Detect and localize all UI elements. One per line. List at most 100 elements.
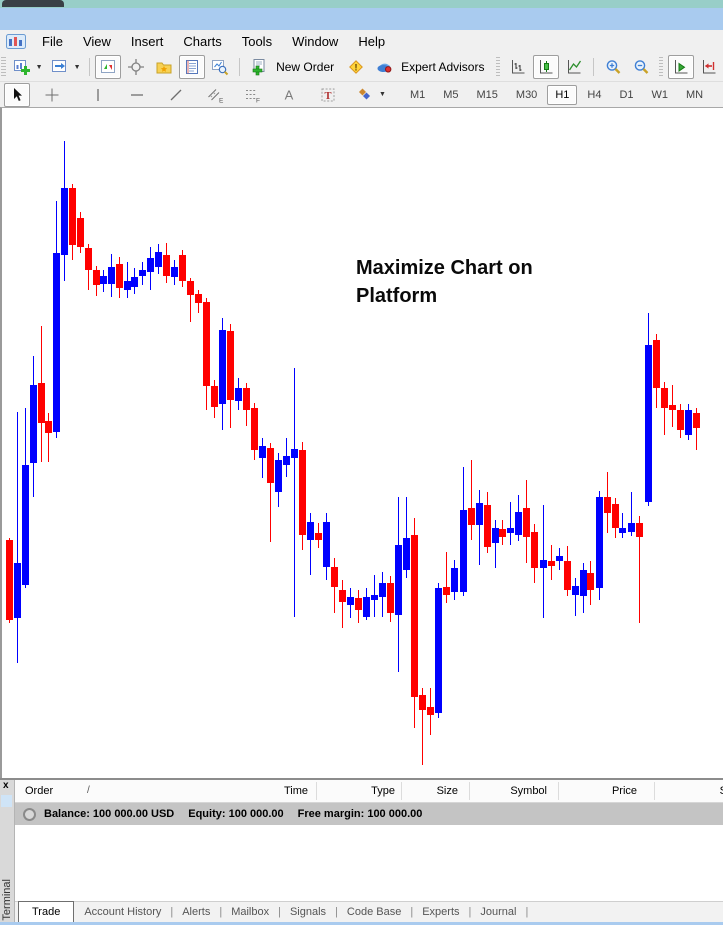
balance-row[interactable]: Balance: 100 000.00 USD Equity: 100 000.…	[15, 803, 723, 825]
cursor-button[interactable]	[4, 82, 30, 107]
menu-tools[interactable]: Tools	[241, 34, 273, 49]
candle-body	[69, 188, 76, 245]
toolbar-grip[interactable]	[1, 57, 6, 77]
column-header-order[interactable]: Order	[25, 785, 54, 797]
candle-body	[267, 448, 274, 483]
candle-wick	[262, 438, 263, 478]
candle-wick	[446, 552, 447, 603]
column-header-symbol[interactable]: Symbol	[510, 785, 547, 797]
candle-body	[419, 695, 426, 710]
strategy-tester-button[interactable]	[207, 55, 233, 79]
new-chart-dropdown-caret[interactable]: ▼	[35, 63, 43, 71]
candle-body	[564, 561, 571, 590]
expert-advisors-button[interactable]	[371, 55, 397, 79]
menu-file[interactable]: File	[42, 34, 63, 49]
terminal-button[interactable]	[179, 55, 206, 79]
line-chart-type-button[interactable]	[561, 55, 587, 79]
column-header-type[interactable]: Type	[371, 785, 395, 797]
candle-body	[211, 386, 218, 407]
tab-trade[interactable]: Trade	[18, 901, 75, 923]
column-divider[interactable]	[401, 782, 402, 800]
terminal-header: Order Time Type Size Symbol Price S /	[15, 780, 723, 803]
zoom-in-button[interactable]	[600, 55, 626, 79]
tab-account-history[interactable]: Account History	[84, 906, 162, 918]
auto-scroll-button[interactable]	[668, 55, 695, 79]
candle-body	[476, 503, 483, 525]
candle-body	[523, 508, 530, 537]
arrows-icon	[356, 86, 374, 104]
timeframe-mn[interactable]: MN	[686, 88, 704, 101]
menu-help[interactable]: Help	[358, 34, 386, 49]
column-divider[interactable]	[558, 782, 559, 800]
candle-body	[93, 270, 100, 285]
data-window-button[interactable]	[123, 55, 149, 79]
new-order-label[interactable]: New Order	[276, 60, 335, 74]
column-divider[interactable]	[316, 782, 317, 800]
candle-body	[323, 522, 330, 567]
trendline-button[interactable]	[163, 83, 189, 107]
horizontal-line-button[interactable]	[124, 83, 150, 107]
zoom-in-icon	[604, 58, 622, 76]
column-header-size[interactable]: Size	[436, 785, 458, 797]
timeframe-h1[interactable]: H1	[547, 84, 578, 105]
column-header-time[interactable]: Time	[283, 785, 308, 797]
profiles-dropdown-caret[interactable]: ▼	[73, 63, 81, 71]
menu-charts[interactable]: Charts	[183, 34, 222, 49]
candlestick-chart-type-button[interactable]	[533, 55, 560, 79]
timeframe-m15[interactable]: M15	[476, 88, 498, 101]
tab-experts[interactable]: Experts	[422, 906, 460, 918]
column-divider[interactable]	[469, 782, 470, 800]
zoom-out-button[interactable]	[628, 55, 654, 79]
toolbar-grip[interactable]	[496, 57, 501, 77]
column-divider[interactable]	[654, 782, 655, 800]
toolbar-separator	[593, 58, 595, 76]
candle-body	[116, 264, 123, 288]
new-chart-button[interactable]	[9, 55, 35, 79]
candle-body	[147, 258, 154, 272]
new-order-button[interactable]	[246, 55, 272, 79]
column-header-price[interactable]: Price	[611, 785, 637, 797]
candle-body	[203, 302, 210, 386]
timeframe-w1[interactable]: W1	[651, 88, 669, 101]
candle-body	[219, 330, 226, 404]
terminal-close-button[interactable]: x	[3, 780, 9, 791]
titlebar[interactable]	[0, 8, 723, 30]
tab-mailbox[interactable]: Mailbox	[231, 906, 270, 918]
navigator-button[interactable]	[151, 55, 177, 79]
timeframe-d1[interactable]: D1	[619, 88, 634, 101]
timeframe-h4[interactable]: H4	[587, 88, 602, 101]
tab-signals[interactable]: Signals	[289, 906, 327, 918]
window-bottom-border	[0, 922, 723, 925]
menu-view[interactable]: View	[82, 34, 111, 49]
arrows-button[interactable]	[352, 83, 378, 107]
crosshair-button[interactable]	[39, 83, 65, 107]
candle-wick	[342, 580, 343, 628]
fibonacci-button[interactable]: F	[239, 83, 265, 107]
candle-body	[403, 538, 410, 570]
text-button[interactable]: A	[276, 83, 302, 107]
menu-insert[interactable]: Insert	[130, 34, 164, 49]
text-label-button[interactable]: T	[315, 83, 341, 107]
profiles-button[interactable]	[47, 55, 73, 79]
market-watch-button[interactable]	[95, 55, 122, 79]
metaeditor-button[interactable]: !	[343, 55, 369, 79]
tab-journal[interactable]: Journal	[480, 906, 517, 918]
column-header-s[interactable]: S	[720, 785, 723, 797]
tab-alerts[interactable]: Alerts	[182, 906, 211, 918]
candlestick-chart[interactable]: Maximize Chart on Platform	[0, 107, 723, 779]
chart-shift-button[interactable]	[696, 55, 722, 79]
toolbar-grip[interactable]	[659, 57, 664, 77]
arrows-dropdown-caret[interactable]: ▼	[379, 91, 386, 98]
auto-scroll-icon	[672, 58, 690, 76]
tab-code-base[interactable]: Code Base	[346, 906, 402, 918]
timeframe-m1[interactable]: M1	[409, 88, 426, 101]
timeframe-m30[interactable]: M30	[515, 88, 538, 101]
timeframe-m5[interactable]: M5	[443, 88, 459, 101]
menu-window[interactable]: Window	[292, 34, 339, 49]
vertical-line-button[interactable]	[85, 83, 111, 107]
equidistant-channel-button[interactable]: E	[202, 83, 228, 107]
candle-body	[85, 248, 92, 270]
cursor-arrow-icon	[8, 86, 26, 104]
bar-chart-type-button[interactable]	[505, 55, 531, 79]
expert-advisors-label[interactable]: Expert Advisors	[401, 60, 485, 74]
